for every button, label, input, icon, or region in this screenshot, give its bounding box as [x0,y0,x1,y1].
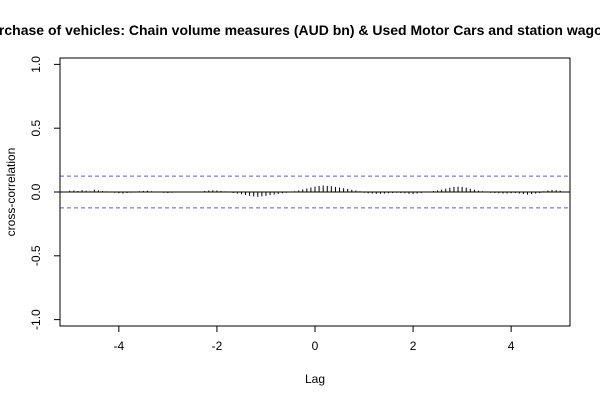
y-tick-label: 0.5 [29,120,43,137]
y-tick-label: 0.0 [29,183,43,200]
x-tick-label: -2 [212,339,223,353]
y-tick-label: -0.5 [29,245,43,266]
chart-title: Purchase of vehicles: Chain volume measu… [0,22,600,38]
x-tick-label: 0 [312,339,319,353]
y-axis-label: cross-correlation [4,148,18,237]
x-tick-label: 2 [410,339,417,353]
y-tick-label: -1.0 [29,309,43,330]
x-axis-label: Lag [305,372,325,386]
y-tick-label: 1.0 [29,56,43,73]
y-axis: -1.0 -0.5 0.0 0.5 1.0 [29,56,61,330]
x-tick-label: 4 [508,339,515,353]
x-axis: -4 -2 0 2 4 [114,325,515,353]
x-tick-label: -4 [114,339,125,353]
correlation-bars [69,185,561,197]
